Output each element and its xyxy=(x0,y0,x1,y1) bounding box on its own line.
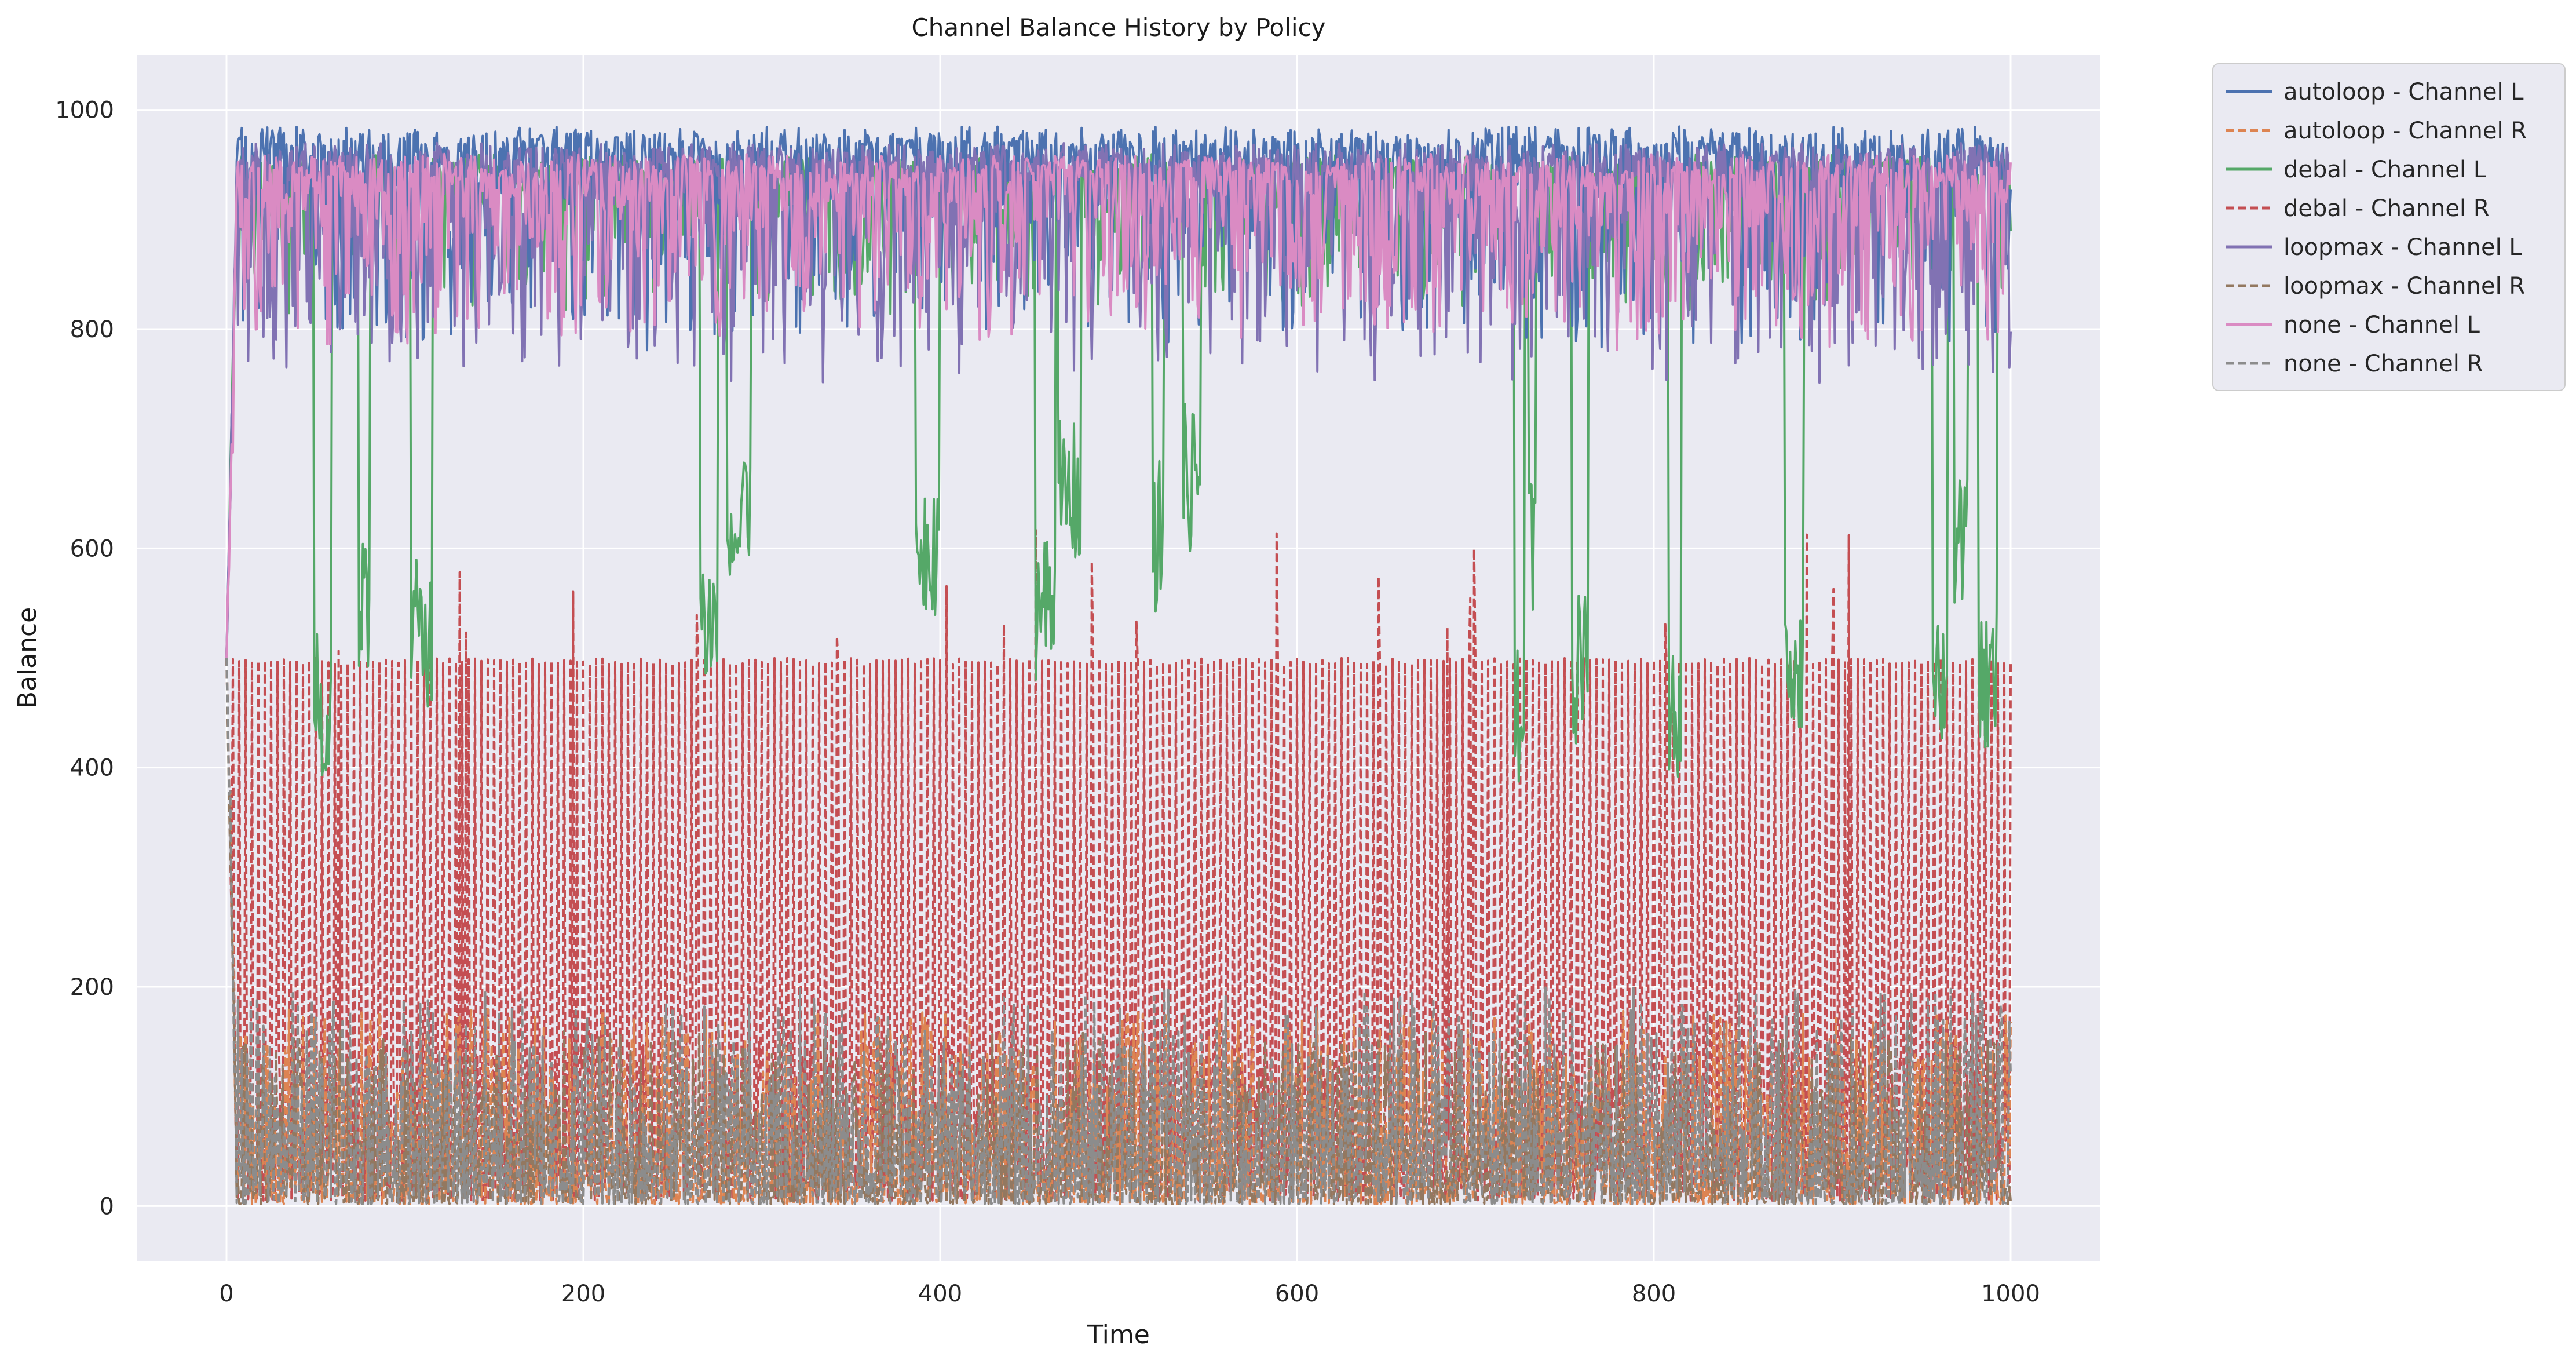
y-axis-ticks: 0 200 400 600 800 1000 xyxy=(55,97,114,1220)
series-line-6 xyxy=(225,152,2012,658)
y-tick-label: 800 xyxy=(70,316,114,343)
legend-entry: debal - Channel L xyxy=(2283,156,2487,183)
legend-entry: loopmax - Channel L xyxy=(2283,234,2522,261)
x-axis-ticks: 0 200 400 600 800 1000 xyxy=(219,1281,2040,1307)
x-tick-label: 0 xyxy=(219,1281,233,1307)
legend: autoloop - Channel L autoloop - Channel R… xyxy=(2212,63,2566,391)
series-layer xyxy=(225,125,2012,1205)
legend-entry: loopmax - Channel R xyxy=(2283,273,2525,300)
y-tick-label: 0 xyxy=(100,1193,114,1220)
x-tick-label: 600 xyxy=(1275,1281,1319,1307)
legend-entry: none - Channel R xyxy=(2283,351,2483,377)
x-tick-label: 200 xyxy=(561,1281,605,1307)
x-tick-label: 1000 xyxy=(1981,1281,2040,1307)
legend-entry: autoloop - Channel L xyxy=(2283,79,2524,105)
chart-title: Channel Balance History by Policy xyxy=(911,13,1325,42)
legend-box xyxy=(2212,63,2566,391)
legend-entry: autoloop - Channel R xyxy=(2283,118,2527,144)
x-tick-label: 400 xyxy=(918,1281,962,1307)
x-axis-label: Time xyxy=(1087,1320,1150,1350)
y-tick-label: 1000 xyxy=(55,97,114,124)
x-tick-label: 800 xyxy=(1632,1281,1676,1307)
y-tick-label: 600 xyxy=(70,535,114,562)
series-line-7 xyxy=(225,658,2012,1205)
y-tick-label: 200 xyxy=(70,974,114,1001)
y-tick-label: 400 xyxy=(70,755,114,782)
y-axis-label: Balance xyxy=(13,607,42,709)
legend-entry: debal - Channel R xyxy=(2283,195,2490,222)
series-line-4 xyxy=(225,141,2012,658)
series-line-0 xyxy=(225,125,2012,658)
legend-entry: none - Channel L xyxy=(2283,312,2480,338)
